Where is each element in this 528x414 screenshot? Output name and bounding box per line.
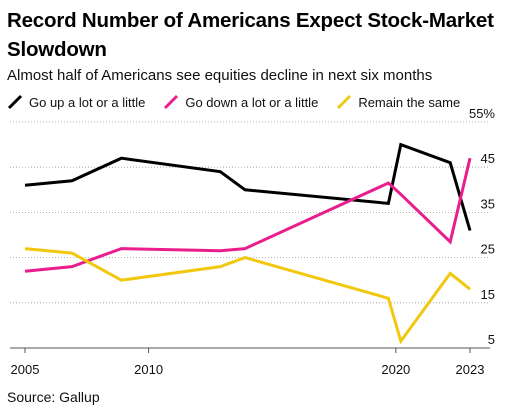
legend-item-go-down: Go down a lot or a little	[163, 94, 318, 110]
legend-label-go-up: Go up a lot or a little	[29, 94, 146, 110]
x-tick-label-3: 2023	[456, 362, 485, 377]
legend-swatch-remain	[336, 94, 352, 110]
legend-swatch-go-down	[163, 94, 179, 110]
legend-label-remain: Remain the same	[358, 94, 461, 110]
y-tick-label-2: 35	[481, 196, 495, 211]
legend-item-remain: Remain the same	[336, 94, 460, 110]
series-line-0	[24, 142, 472, 231]
chart-legend: Go up a lot or a little Go down a lot or…	[7, 94, 478, 110]
y-tick-label-4: 15	[481, 287, 495, 302]
y-tick-label-0: 55%	[469, 106, 495, 121]
x-tick-label-0: 2005	[11, 362, 40, 377]
y-tick-label-1: 45	[481, 151, 495, 166]
x-tick-label-1: 2010	[134, 362, 163, 377]
x-tick-label-2: 2020	[381, 362, 410, 377]
series-line-2	[24, 247, 471, 345]
chart-subtitle: Almost half of Americans see equities de…	[7, 67, 433, 84]
y-tick-label-5: 5	[488, 332, 495, 347]
source-note: Source: Gallup	[7, 389, 100, 405]
y-tick-label-3: 25	[481, 242, 495, 257]
series-line-1	[24, 157, 472, 273]
legend-label-go-down: Go down a lot or a little	[185, 94, 319, 110]
legend-item-go-up: Go up a lot or a little	[7, 94, 145, 110]
legend-swatch-go-up	[7, 94, 23, 110]
chart-title: Record Number of Americans Expect Stock-…	[7, 9, 494, 61]
